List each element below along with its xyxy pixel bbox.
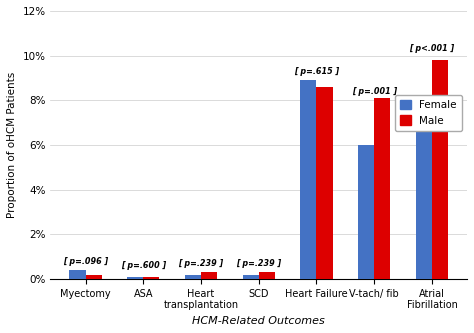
Bar xyxy=(201,272,217,279)
Bar xyxy=(432,60,448,279)
Text: [ p=.239 ]: [ p=.239 ] xyxy=(179,259,224,268)
Bar xyxy=(416,130,432,279)
Bar xyxy=(86,275,102,279)
Text: [ p=.001 ]: [ p=.001 ] xyxy=(352,87,397,96)
Bar xyxy=(243,275,259,279)
Text: [ p=.239 ]: [ p=.239 ] xyxy=(236,259,282,268)
Bar xyxy=(317,87,333,279)
Bar xyxy=(143,277,159,279)
Text: [ p=.096 ]: [ p=.096 ] xyxy=(63,257,108,266)
Text: [ p=.600 ]: [ p=.600 ] xyxy=(121,261,166,270)
X-axis label: HCM-Related Outcomes: HCM-Related Outcomes xyxy=(192,316,325,326)
Bar xyxy=(127,277,143,279)
Legend: Female, Male: Female, Male xyxy=(395,95,462,131)
Bar xyxy=(259,272,275,279)
Bar xyxy=(374,98,391,279)
Text: [ p<.001 ]: [ p<.001 ] xyxy=(410,44,455,53)
Y-axis label: Proportion of oHCM Patients: Proportion of oHCM Patients xyxy=(7,72,17,218)
Bar xyxy=(69,270,86,279)
Bar xyxy=(185,275,201,279)
Bar xyxy=(301,80,317,279)
Bar xyxy=(358,145,374,279)
Text: [ p=.615 ]: [ p=.615 ] xyxy=(294,67,339,76)
